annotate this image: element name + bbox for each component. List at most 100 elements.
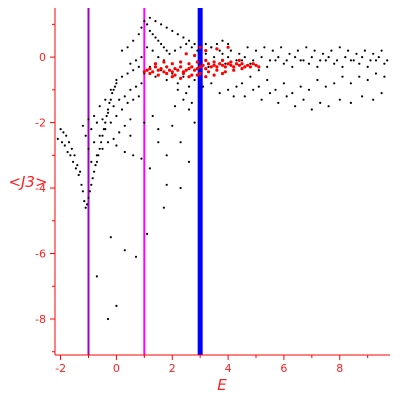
x-tick-label: -2: [55, 362, 66, 375]
data-point: [87, 118, 90, 121]
data-point: [204, 49, 208, 53]
data-point: [223, 70, 227, 74]
data-point: [210, 82, 213, 85]
data-point: [218, 49, 221, 52]
data-point: [187, 75, 191, 79]
data-point: [90, 183, 93, 186]
data-point: [210, 46, 213, 49]
data-point: [126, 46, 129, 49]
data-point: [146, 232, 149, 235]
data-point: [59, 128, 62, 131]
data-point: [237, 63, 241, 67]
data-point: [142, 70, 146, 74]
data-point: [179, 46, 182, 49]
data-point: [240, 67, 244, 71]
data-point: [369, 59, 372, 62]
data-point: [134, 85, 138, 88]
data-point: [223, 65, 227, 69]
data-point: [310, 108, 313, 111]
data-point: [176, 68, 180, 72]
data-point: [209, 65, 213, 69]
data-point: [221, 52, 224, 55]
data-point: [148, 67, 152, 71]
data-point: [118, 131, 121, 134]
x-tick-label: 6: [280, 362, 287, 375]
data-point: [181, 71, 185, 76]
data-point: [165, 154, 168, 157]
data-point: [201, 85, 205, 88]
data-point: [254, 49, 258, 52]
data-point: [148, 29, 151, 32]
data-point: [74, 167, 77, 170]
data-point: [252, 88, 255, 91]
data-point: [277, 101, 280, 104]
data-point: [349, 59, 352, 62]
data-point: [140, 157, 143, 160]
data-point: [101, 134, 104, 137]
data-point: [106, 141, 110, 144]
data-point: [126, 72, 129, 75]
data-point: [56, 137, 59, 140]
data-point: [95, 275, 98, 278]
data-point: [179, 65, 183, 69]
data-point: [187, 85, 191, 88]
data-point: [148, 16, 151, 19]
data-point: [162, 60, 166, 64]
data-point: [254, 63, 258, 67]
data-point: [249, 62, 252, 65]
data-point: [137, 33, 140, 36]
data-point: [246, 63, 250, 67]
data-point: [349, 101, 352, 104]
data-point: [330, 49, 333, 52]
data-point: [374, 59, 378, 62]
data-point: [112, 137, 115, 140]
data-point: [227, 56, 230, 59]
data-point: [165, 49, 168, 52]
data-point: [234, 62, 239, 66]
data-point: [226, 62, 230, 66]
data-point: [212, 73, 216, 77]
data-point: [240, 82, 244, 85]
y-axis-label: <J3>: [8, 173, 47, 191]
data-point: [212, 60, 216, 64]
data-point: [173, 67, 177, 71]
data-point: [296, 49, 299, 52]
data-point: [111, 92, 114, 95]
data-point: [257, 85, 260, 88]
data-point: [171, 29, 174, 32]
data-point: [123, 124, 126, 127]
data-point: [165, 183, 168, 186]
data-point: [193, 78, 196, 82]
data-point: [220, 63, 225, 67]
data-point: [215, 65, 219, 69]
data-point: [157, 141, 160, 144]
data-point: [91, 177, 94, 180]
data-point: [145, 68, 149, 72]
data-point: [193, 42, 196, 46]
data-point: [170, 70, 174, 74]
data-point: [95, 121, 98, 124]
data-point: [95, 160, 98, 163]
y-tick-label: -8: [35, 313, 46, 326]
data-point: [170, 75, 174, 79]
data-point: [324, 85, 327, 88]
data-point: [207, 65, 210, 68]
data-point: [268, 59, 272, 62]
data-point: [173, 73, 177, 77]
data-point: [101, 118, 104, 121]
data-point: [282, 62, 285, 65]
data-point: [112, 105, 115, 108]
data-point: [109, 121, 112, 124]
data-point: [224, 62, 227, 65]
axes: [54, 8, 390, 356]
data-point: [165, 78, 168, 82]
data-point: [227, 42, 230, 46]
data-point: [294, 105, 297, 108]
data-point: [182, 75, 185, 78]
data-point: [146, 46, 149, 49]
data-point: [84, 134, 87, 137]
data-point: [338, 98, 341, 101]
data-point: [229, 63, 233, 67]
data-point: [307, 88, 311, 91]
